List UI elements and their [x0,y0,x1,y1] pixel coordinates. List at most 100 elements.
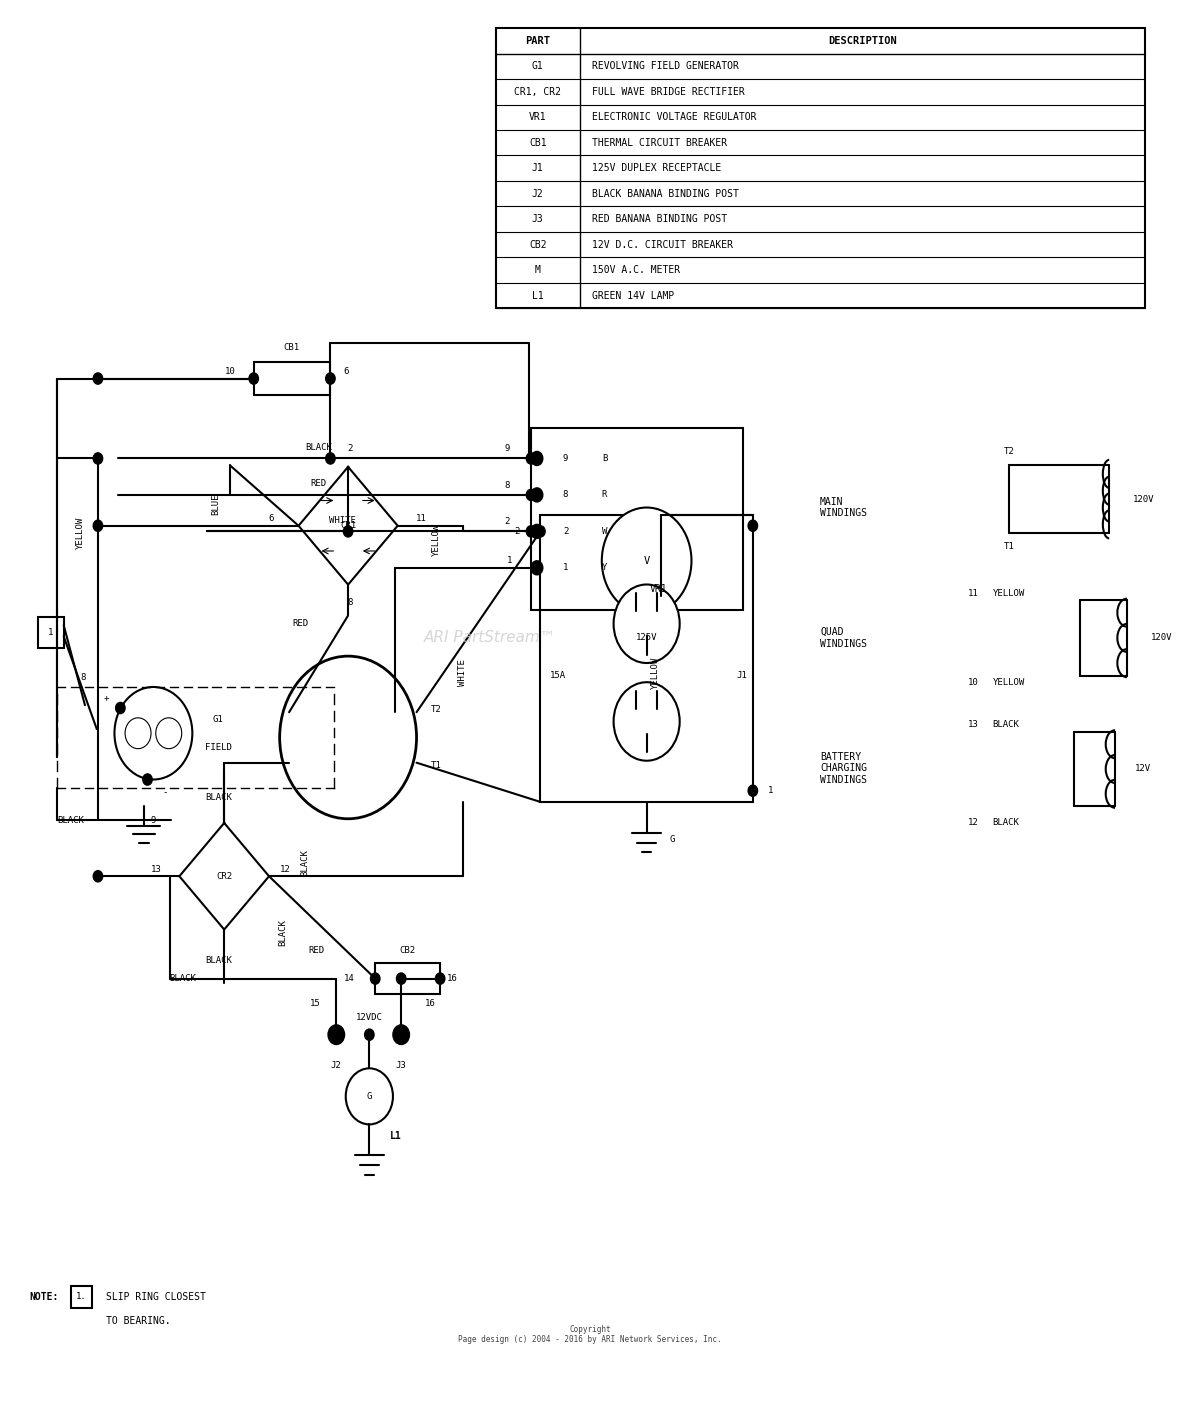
Text: J2: J2 [532,189,544,199]
Text: V: V [643,555,650,566]
Text: 1.: 1. [76,1293,87,1301]
Bar [71,1286,92,1308]
Text: BLACK: BLACK [278,918,288,946]
Circle shape [114,687,192,780]
Text: J2: J2 [330,1061,342,1070]
Text: 16: 16 [446,974,458,983]
Text: 8: 8 [563,491,569,499]
Text: 2: 2 [514,527,519,536]
Text: BLACK: BLACK [58,816,84,824]
Text: BLACK: BLACK [306,443,332,451]
Circle shape [93,453,103,464]
Text: VR1: VR1 [650,583,667,594]
Text: Y: Y [602,564,608,572]
Circle shape [526,453,536,464]
Circle shape [614,585,680,663]
Text: ARI PartStream™: ARI PartStream™ [424,631,556,645]
Text: 6: 6 [343,367,348,376]
Text: 15: 15 [309,1000,321,1008]
Text: G: G [367,1092,372,1101]
Text: T1: T1 [1003,543,1015,551]
Circle shape [526,526,536,537]
Text: NOTE:: NOTE: [30,1291,59,1302]
Text: 11: 11 [415,515,427,523]
Text: 1: 1 [768,787,773,795]
Text: BLUE: BLUE [211,494,221,516]
Bar [38,617,64,648]
Bar [375,963,440,994]
Circle shape [249,373,258,384]
Text: 125V: 125V [636,634,657,642]
Text: G: G [670,836,675,844]
Circle shape [365,1029,374,1040]
Circle shape [748,785,758,796]
Circle shape [602,508,691,614]
Text: WHITE: WHITE [458,659,467,687]
Text: BLACK: BLACK [205,956,231,965]
Text: L1: L1 [389,1130,401,1141]
Text: 12V D.C. CIRCUIT BREAKER: 12V D.C. CIRCUIT BREAKER [591,240,733,250]
Text: CR1, CR2: CR1, CR2 [514,87,562,97]
Text: VR1: VR1 [529,112,546,122]
Circle shape [531,561,543,575]
Text: 6: 6 [269,515,274,523]
Text: YELLOW: YELLOW [76,516,85,550]
Text: 1: 1 [48,628,53,637]
Text: 9: 9 [505,444,510,453]
Circle shape [371,973,380,984]
Circle shape [280,656,417,819]
Text: J3: J3 [532,215,544,224]
Text: CB1: CB1 [283,343,300,352]
Text: 10: 10 [224,367,236,376]
Circle shape [156,718,182,749]
Text: YELLOW: YELLOW [992,589,1025,597]
Text: FULL WAVE BRIDGE RECTIFIER: FULL WAVE BRIDGE RECTIFIER [591,87,745,97]
Text: 12VDC: 12VDC [356,1014,382,1022]
Text: 2: 2 [563,527,569,536]
Circle shape [93,520,103,531]
Text: 1: 1 [507,557,512,565]
Text: BLACK: BLACK [300,848,309,876]
Text: YELLOW: YELLOW [992,679,1025,687]
Text: 1: 1 [563,564,569,572]
Text: BLACK BANANA BINDING POST: BLACK BANANA BINDING POST [591,189,739,199]
Text: BATTERY
CHARGING
WINDINGS: BATTERY CHARGING WINDINGS [820,751,867,785]
Text: 8: 8 [505,481,510,489]
Text: 8: 8 [348,599,353,607]
Text: BLACK: BLACK [992,721,1018,729]
Text: R: R [602,491,608,499]
Text: 14: 14 [343,974,355,983]
Circle shape [396,973,406,984]
Text: T2: T2 [431,705,441,714]
Bar [496,28,1145,308]
Text: 13: 13 [968,721,979,729]
Text: 13: 13 [150,865,162,873]
Text: T1: T1 [431,761,441,770]
Bar [254,362,330,395]
Circle shape [536,526,545,537]
Text: ELECTRONIC VOLTAGE REGULATOR: ELECTRONIC VOLTAGE REGULATOR [591,112,756,122]
Text: BLACK: BLACK [170,974,196,983]
Circle shape [326,453,335,464]
Circle shape [531,524,543,538]
Text: CB1: CB1 [529,137,546,147]
Circle shape [143,774,152,785]
Text: 12: 12 [968,819,979,827]
Text: +: + [104,694,109,702]
Text: CR2: CR2 [216,872,232,880]
Text: RED: RED [310,479,327,488]
Text: YELLOW: YELLOW [650,656,660,690]
Text: 150V A.C. METER: 150V A.C. METER [591,265,680,275]
Circle shape [531,488,543,502]
Circle shape [125,718,151,749]
Text: J1: J1 [736,672,747,680]
Text: M: M [535,265,540,275]
Circle shape [116,702,125,714]
Text: QUAD
WINDINGS: QUAD WINDINGS [820,627,867,649]
Bar [540,515,753,802]
Text: 15A: 15A [550,672,566,680]
Text: RED: RED [308,946,325,955]
Circle shape [614,683,680,761]
Text: TO BEARING.: TO BEARING. [106,1315,171,1326]
Bar [531,428,743,610]
